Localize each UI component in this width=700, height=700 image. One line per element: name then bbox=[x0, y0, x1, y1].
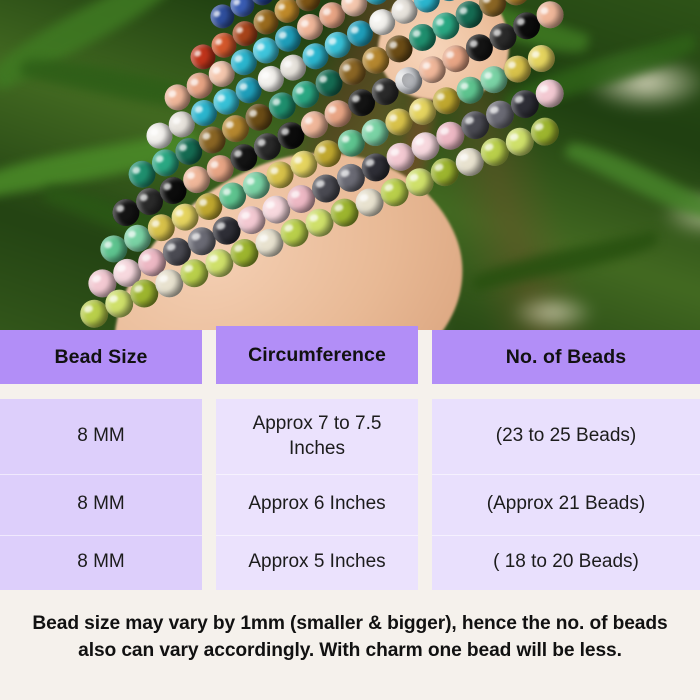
column-header-circumference: Circumference bbox=[216, 326, 418, 384]
row-divider bbox=[0, 535, 202, 536]
table-header-row: Bead Size Circumference No. of Beads bbox=[0, 326, 700, 384]
column-header-label: No. of Beads bbox=[505, 345, 627, 368]
row-divider bbox=[216, 474, 418, 475]
row-divider bbox=[0, 474, 202, 475]
size-chart-table: Bead Size Circumference No. of Beads 8 M… bbox=[0, 326, 700, 590]
row-divider bbox=[216, 535, 418, 536]
column-header-label: Bead Size bbox=[54, 345, 148, 368]
table-column-bead-size: 8 MM 8 MM 8 MM bbox=[0, 399, 202, 590]
table-cell: Approx 7 to 7.5 Inches bbox=[252, 413, 382, 459]
table-cell: ( 18 to 20 Beads) bbox=[493, 551, 639, 573]
row-divider bbox=[432, 474, 700, 475]
table-cell: Approx 6 Inches bbox=[248, 493, 386, 515]
product-photo bbox=[0, 0, 700, 330]
table-cell: (Approx 21 Beads) bbox=[486, 493, 646, 515]
table-cell: (23 to 25 Beads) bbox=[495, 425, 637, 447]
table-column-no-of-beads: (23 to 25 Beads) (Approx 21 Beads) ( 18 … bbox=[432, 399, 700, 590]
column-header-bead-size: Bead Size bbox=[0, 330, 202, 384]
column-header-no-of-beads: No. of Beads bbox=[432, 330, 700, 384]
table-cell: 8 MM bbox=[77, 551, 125, 573]
table-cell: 8 MM bbox=[77, 493, 125, 515]
table-column-circumference: Approx 7 to 7.5 Inches Approx 6 Inches A… bbox=[216, 399, 418, 590]
disclaimer-note: Bead size may vary by 1mm (smaller & big… bbox=[32, 613, 668, 662]
row-divider bbox=[432, 535, 700, 536]
table-body: 8 MM 8 MM 8 MM Approx 7 to 7.5 Inches Ap… bbox=[0, 399, 700, 590]
column-header-label: Circumference bbox=[248, 343, 386, 366]
table-cell: 8 MM bbox=[77, 425, 125, 447]
table-cell: Approx 5 Inches bbox=[248, 551, 386, 573]
